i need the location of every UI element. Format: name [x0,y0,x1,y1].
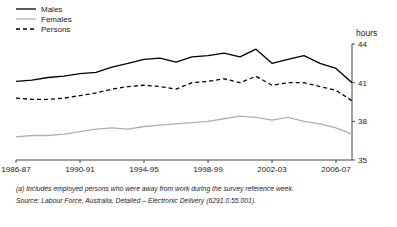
x-tick [80,160,81,163]
x-tick [16,160,17,163]
x-tick-label: 2002-03 [257,165,287,174]
x-tick [208,160,209,163]
x-tick-label: 1986-87 [1,165,31,174]
x-tick [144,160,145,163]
x-tick-label: 1994-95 [129,165,159,174]
y-tick [352,121,355,122]
x-tick-label: 1998-99 [193,165,223,174]
legend: MalesFemalesPersons [16,5,72,34]
y-tick [352,44,355,45]
y-axis-line [352,44,353,160]
legend-label: Females [41,15,72,24]
y-tick-label: 38 [358,117,367,126]
legend-label: Males [41,5,62,14]
y-tick [352,82,355,83]
y-tick-label: 41 [358,79,367,88]
y-axis-label: hours [356,28,377,38]
x-tick-label: 1990-91 [65,165,95,174]
y-tick [352,160,355,161]
footnote: (a) Includes employed persons who were a… [16,185,294,193]
legend-label: Persons [41,25,70,34]
legend-swatch [16,8,36,9]
line-females [16,116,352,137]
legend-swatch [16,28,36,29]
legend-swatch [16,18,36,19]
y-tick-label: 44 [358,40,367,49]
x-axis-line [16,160,352,161]
x-tick [336,160,337,163]
y-tick-label: 35 [358,156,367,165]
x-tick [272,160,273,163]
x-tick-label: 2006-07 [321,165,351,174]
plot-area [16,49,352,137]
line-persons [16,76,352,100]
line-males [16,49,352,83]
footnote: Source: Labour Force, Australia, Detaile… [16,197,256,205]
chart: 1986-87 1990-91 1994-95 1998-99 2002-03 2006-… [0,0,397,227]
